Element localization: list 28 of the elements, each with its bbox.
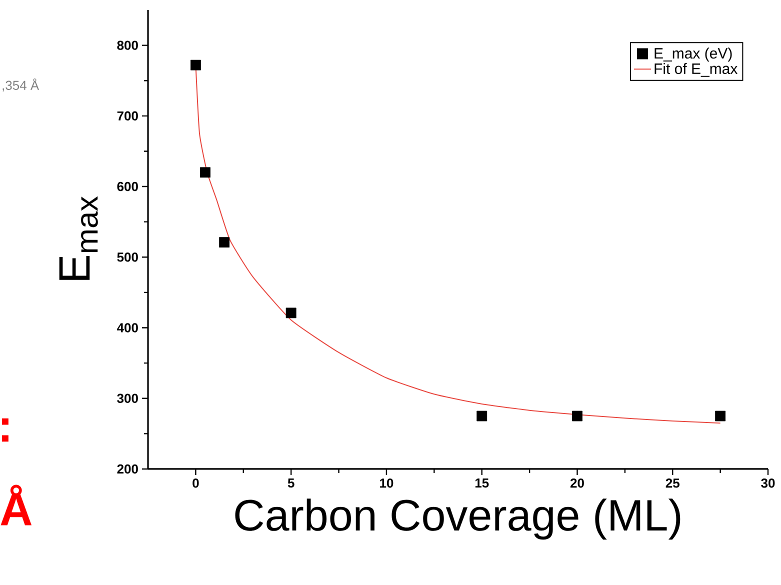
text: ,354 Å [2,78,40,92]
point [219,237,230,248]
x-tick-label: 10 [380,478,394,488]
point [476,410,488,422]
text: Å [0,484,32,526]
x-tick-label: 0 [192,478,199,488]
point [715,410,726,422]
y-axis-title: E$_{max}$ [59,196,98,280]
point [190,60,201,70]
y-tick-label: 200 [117,464,138,474]
text: : [2,418,8,442]
y-tick-label: 400 [116,323,138,332]
point [572,410,582,422]
y-tick-label: 300 [117,394,138,403]
point [200,167,210,178]
y-tick-label: 600 [117,182,138,192]
point [286,308,296,318]
y-tick-label: 800 [117,40,138,50]
x-tick-label: 5 [288,478,294,488]
x-tick-label: 30 [761,478,775,488]
x-tick-label: 15 [475,478,489,488]
x-axis-title: Carbon Coverage (ML) [235,498,680,540]
y-tick-label: 700 [117,111,138,121]
legend-label: E_max (eV) [654,48,732,62]
y-tick-label: 500 [117,252,138,262]
x-tick-label: 25 [666,478,680,488]
x-tick-label: 20 [570,478,584,488]
legend-label: Fit of E_max [654,62,738,77]
